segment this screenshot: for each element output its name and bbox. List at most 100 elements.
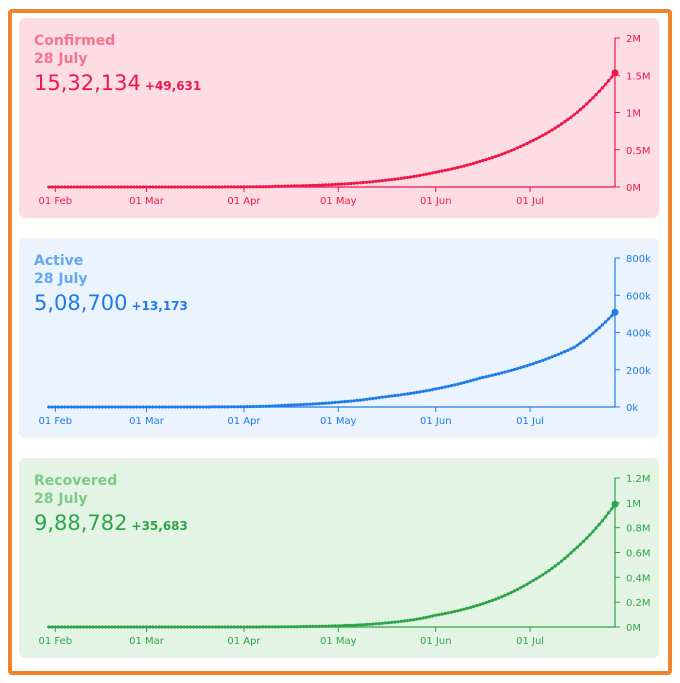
data-point (116, 625, 120, 629)
data-point (176, 625, 180, 629)
data-point (409, 175, 413, 179)
data-point (383, 395, 388, 399)
data-point (440, 612, 444, 616)
data-point (374, 179, 378, 183)
y-tick-label: 2M (626, 34, 641, 45)
data-point (185, 405, 189, 409)
data-point (572, 345, 576, 349)
data-point (512, 589, 516, 593)
data-point (85, 625, 89, 629)
data-point (528, 140, 532, 144)
recovered-panel[interactable]: 0M 0.2M 0.4M 0.6M 0.8M 1M 1.2M 01 Feb 01 Mar 01 A… (19, 458, 659, 658)
data-point (440, 386, 444, 390)
data-point (207, 185, 211, 189)
data-point (317, 624, 321, 628)
x-tick-label: 01 Apr (227, 636, 261, 647)
data-point (387, 178, 391, 182)
data-point (141, 405, 145, 409)
data-point (607, 511, 611, 515)
data-point (198, 405, 202, 409)
data-point (484, 601, 488, 605)
data-point (245, 405, 249, 409)
data-point (179, 185, 183, 189)
data-point (179, 405, 183, 409)
y-tick-label: 0.4M (626, 573, 651, 584)
data-point (214, 405, 218, 409)
data-point (305, 624, 309, 629)
data-point (418, 173, 422, 177)
delta-value: +13,173 (131, 299, 188, 313)
data-point (600, 86, 605, 90)
data-point (330, 183, 334, 187)
data-point (475, 377, 479, 381)
data-point (248, 405, 252, 409)
data-point (261, 185, 265, 189)
panel-date: 28 July (34, 51, 88, 67)
data-point (116, 405, 120, 409)
data-point (497, 372, 501, 376)
data-point (242, 625, 246, 629)
recovered-chart[interactable]: 0M 0.2M 0.4M 0.6M 0.8M 1M 1.2M 01 Feb 01 Mar 01 A… (19, 458, 659, 658)
data-point (157, 405, 161, 409)
data-point (286, 403, 290, 407)
data-point (559, 559, 564, 563)
data-point (317, 402, 321, 406)
data-point (47, 625, 51, 629)
data-point (387, 621, 391, 625)
data-point (204, 405, 208, 409)
active-panel[interactable]: 0k 200k 400k 600k 800k 01 Feb 01 Mar 01 Apr 01 M… (19, 238, 659, 438)
data-point (604, 82, 608, 86)
data-point (396, 620, 400, 624)
current-point-marker[interactable] (611, 308, 619, 316)
data-point (217, 405, 221, 409)
data-point (427, 388, 432, 392)
active-chart[interactable]: 0k 200k 400k 600k 800k 01 Feb 01 Mar 01 Apr 01 M… (19, 238, 659, 438)
data-point (497, 153, 501, 157)
data-point (600, 323, 605, 327)
data-point (220, 185, 224, 189)
data-point (368, 180, 372, 184)
data-point (481, 158, 485, 163)
data-point (412, 391, 416, 395)
data-point (368, 397, 372, 401)
total-value: 9,88,782 (34, 511, 128, 535)
data-point (91, 405, 95, 409)
data-point (500, 152, 504, 156)
data-point (283, 184, 287, 188)
current-point-marker[interactable] (611, 500, 619, 508)
data-point (563, 350, 567, 354)
data-point (525, 141, 529, 146)
data-point (107, 625, 111, 629)
y-tick-label: 0k (626, 403, 638, 414)
data-point (192, 405, 196, 409)
data-point (500, 595, 504, 599)
data-point (91, 625, 95, 629)
confirmed-panel[interactable]: 0M 0.5M 1M 1.5M 2M 01 Feb 01 Mar 01 Apr 01 May 01… (19, 18, 659, 218)
data-point (604, 515, 608, 519)
data-point (173, 625, 177, 629)
confirmed-chart[interactable]: 0M 0.5M 1M 1.5M 2M 01 Feb 01 Mar 01 Apr 01 May 01… (19, 18, 659, 218)
y-tick-label: 1M (626, 109, 641, 120)
data-point (515, 587, 520, 591)
data-point (295, 625, 299, 629)
data-point (456, 165, 460, 170)
data-point (72, 405, 76, 409)
data-point (402, 176, 406, 180)
data-point (465, 380, 469, 384)
data-point (578, 542, 583, 546)
highlight-frame (8, 9, 672, 675)
data-point (443, 611, 447, 616)
data-point (449, 167, 454, 171)
data-point (358, 181, 362, 185)
data-point (173, 405, 177, 409)
data-point (292, 625, 296, 629)
x-tick-label: 01 Jun (420, 416, 452, 427)
data-point (151, 625, 155, 629)
current-point-marker[interactable] (611, 69, 619, 77)
data-point (280, 625, 284, 629)
data-point (85, 405, 89, 409)
data-point (383, 178, 388, 182)
data-point (324, 401, 328, 405)
data-point (122, 625, 127, 629)
data-point (151, 405, 155, 409)
